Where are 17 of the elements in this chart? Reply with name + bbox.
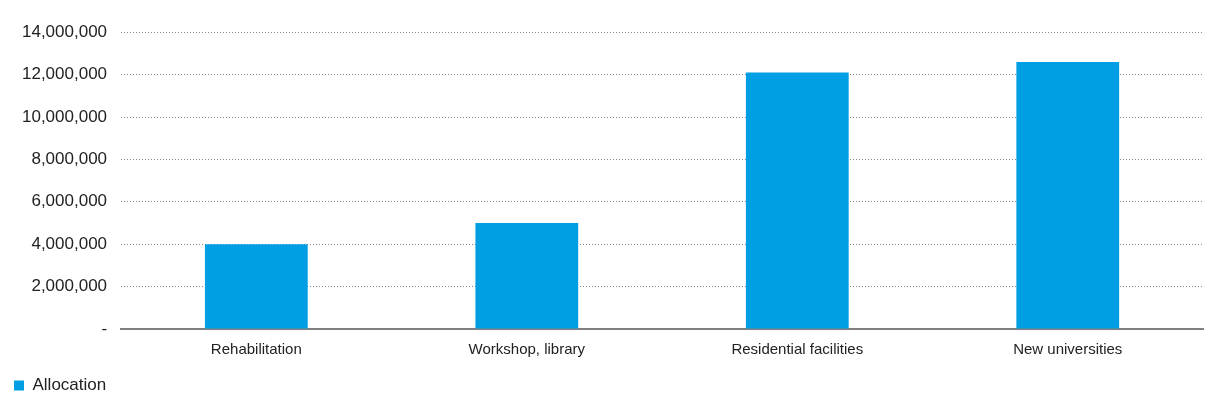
y-tick-label: 14,000,000 <box>21 21 108 41</box>
x-tick-label: Rehabilitation <box>210 340 302 358</box>
y-tick-label: 6,000,000 <box>31 191 108 211</box>
y-tick-label: 12,000,000 <box>21 64 108 84</box>
legend-label: Allocation <box>32 375 107 395</box>
bar <box>204 244 308 329</box>
y-tick-label: 10,000,000 <box>21 106 108 126</box>
x-tick-label: New universities <box>1013 340 1123 358</box>
y-tick-label: 8,000,000 <box>31 149 108 169</box>
bar <box>745 72 849 329</box>
y-tick-label: - <box>101 318 108 338</box>
x-tick-label: Residential facilities <box>731 340 864 358</box>
bar <box>475 223 579 329</box>
y-tick-label: 4,000,000 <box>31 233 108 253</box>
x-tick-label: Workshop, library <box>468 340 586 358</box>
y-tick-label: 2,000,000 <box>31 276 108 296</box>
bar <box>1016 61 1120 329</box>
